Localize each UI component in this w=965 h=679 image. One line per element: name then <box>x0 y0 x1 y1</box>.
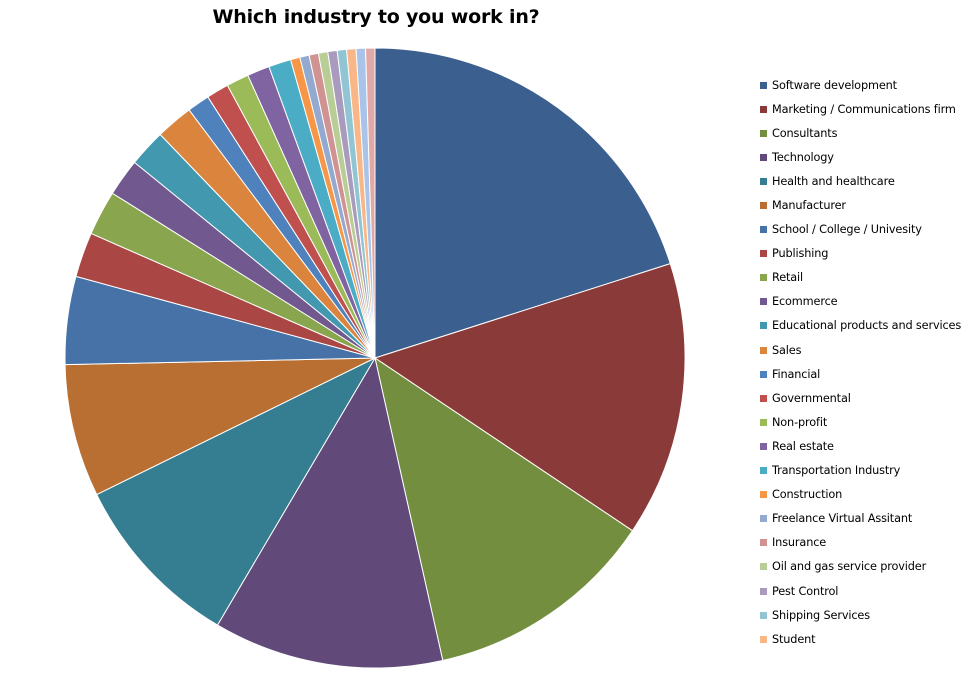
legend-item: Ecommerce <box>760 290 963 314</box>
legend-item: Shipping Services <box>760 603 963 627</box>
pie-slice-3 <box>217 357 444 669</box>
pie-slice-1 <box>374 263 686 532</box>
legend-label: Insurance <box>772 536 827 550</box>
pie-slices <box>64 47 686 669</box>
legend-swatch <box>760 81 767 89</box>
legend-swatch <box>760 105 767 113</box>
pie-slice-5 <box>64 357 376 496</box>
legend-swatch <box>760 467 767 475</box>
pie-slice-2 <box>374 357 633 661</box>
legend-label: Transportation Industry <box>772 464 901 478</box>
legend-label: Software development <box>772 78 897 92</box>
legend-item: Construction <box>760 483 963 507</box>
legend-label: Pest Control <box>772 584 839 598</box>
legend-label: Oil and gas service provider <box>772 560 927 574</box>
legend-swatch <box>760 611 767 619</box>
legend-label: Health and healthcare <box>772 174 895 188</box>
legend-item: Manufacturer <box>760 193 963 217</box>
legend-swatch <box>760 250 767 258</box>
legend-item: Marketing / Communications firm <box>760 97 963 121</box>
legend-label: Publishing <box>772 247 829 261</box>
legend-swatch <box>760 587 767 595</box>
legend-item: Transportation Industry <box>760 459 963 483</box>
legend-label: Educational products and services <box>772 319 962 333</box>
legend-label: Manufacturer <box>772 199 846 213</box>
legend-swatch <box>760 129 767 137</box>
legend-swatch <box>760 539 767 547</box>
legend: Software development Marketing / Communic… <box>760 73 963 651</box>
legend-item: Governmental <box>760 386 963 410</box>
legend-label: Freelance Virtual Assitant <box>772 512 913 526</box>
legend-swatch <box>760 226 767 234</box>
legend-swatch <box>760 202 767 210</box>
legend-swatch <box>760 370 767 378</box>
pie-slice-25 <box>365 47 376 359</box>
legend-swatch <box>760 274 767 282</box>
legend-item: Real estate <box>760 434 963 458</box>
legend-item: Non-profit <box>760 410 963 434</box>
legend-label: Shipping Services <box>772 608 870 622</box>
legend-label: Ecommerce <box>772 295 838 309</box>
legend-item: Insurance <box>760 531 963 555</box>
legend-swatch <box>760 491 767 499</box>
legend-label: Marketing / Communications firm <box>772 102 956 116</box>
legend-swatch <box>760 346 767 354</box>
legend-item: Financial <box>760 362 963 386</box>
pie-slice-0 <box>374 47 671 359</box>
legend-label: Real estate <box>772 439 834 453</box>
legend-swatch <box>760 177 767 185</box>
legend-item: Educational products and services <box>760 314 963 338</box>
legend-item: Retail <box>760 266 963 290</box>
legend-label: Sales <box>772 343 802 357</box>
chart-title: Which industry to you work in? <box>212 6 540 28</box>
legend-item: Oil and gas service provider <box>760 555 963 579</box>
legend-swatch <box>760 322 767 330</box>
legend-item: Software development <box>760 73 963 97</box>
legend-swatch <box>760 394 767 402</box>
legend-swatch <box>760 418 767 426</box>
legend-swatch <box>760 515 767 523</box>
pie-slice-4 <box>96 357 376 626</box>
legend-item: Health and healthcare <box>760 169 963 193</box>
legend-label: Construction <box>772 488 843 502</box>
legend-item: Consultants <box>760 121 963 145</box>
legend-item: Freelance Virtual Assitant <box>760 507 963 531</box>
legend-item: Technology <box>760 145 963 169</box>
legend-swatch <box>760 635 767 643</box>
legend-swatch <box>760 153 767 161</box>
legend-item: Student <box>760 627 963 651</box>
legend-label: School / College / Univesity <box>772 223 922 237</box>
legend-item: School / College / Univesity <box>760 218 963 242</box>
legend-label: Consultants <box>772 126 838 140</box>
legend-label: Financial <box>772 367 821 381</box>
legend-swatch <box>760 298 767 306</box>
legend-swatch <box>760 442 767 450</box>
legend-label: Retail <box>772 271 804 285</box>
legend-item: Publishing <box>760 242 963 266</box>
legend-label: Governmental <box>772 391 851 405</box>
legend-label: Non-profit <box>772 415 828 429</box>
legend-item: Pest Control <box>760 579 963 603</box>
legend-item: Sales <box>760 338 963 362</box>
legend-label: Student <box>772 632 816 646</box>
legend-swatch <box>760 563 767 571</box>
legend-label: Technology <box>772 150 834 164</box>
